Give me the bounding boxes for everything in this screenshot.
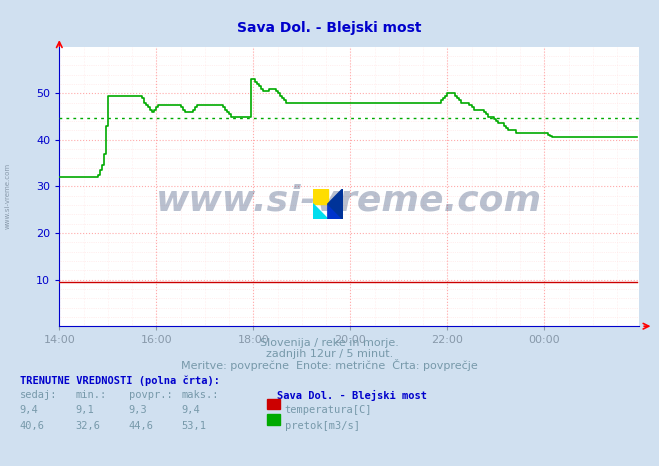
Text: pretok[m3/s]: pretok[m3/s] (285, 421, 360, 431)
Text: www.si-vreme.com: www.si-vreme.com (156, 184, 542, 217)
Text: Sava Dol. - Blejski most: Sava Dol. - Blejski most (237, 21, 422, 35)
Text: 9,1: 9,1 (76, 405, 94, 415)
Text: TRENUTNE VREDNOSTI (polna črta):: TRENUTNE VREDNOSTI (polna črta): (20, 375, 219, 386)
Text: maks.:: maks.: (181, 390, 219, 400)
Text: 9,3: 9,3 (129, 405, 147, 415)
Text: Slovenija / reke in morje.: Slovenija / reke in morje. (260, 338, 399, 348)
Bar (313, 189, 328, 204)
Text: temperatura[C]: temperatura[C] (285, 405, 372, 415)
Text: 9,4: 9,4 (181, 405, 200, 415)
Text: sedaj:: sedaj: (20, 390, 57, 400)
Text: min.:: min.: (76, 390, 107, 400)
Polygon shape (313, 204, 328, 219)
Text: povpr.:: povpr.: (129, 390, 172, 400)
Text: 44,6: 44,6 (129, 421, 154, 431)
Text: zadnjih 12ur / 5 minut.: zadnjih 12ur / 5 minut. (266, 349, 393, 358)
Text: 53,1: 53,1 (181, 421, 206, 431)
Text: Sava Dol. - Blejski most: Sava Dol. - Blejski most (277, 390, 427, 401)
Polygon shape (328, 204, 343, 219)
Text: Meritve: povprečne  Enote: metrične  Črta: povprečje: Meritve: povprečne Enote: metrične Črta:… (181, 359, 478, 371)
Text: 32,6: 32,6 (76, 421, 101, 431)
Text: 40,6: 40,6 (20, 421, 45, 431)
Text: www.si-vreme.com: www.si-vreme.com (5, 163, 11, 229)
Polygon shape (328, 189, 343, 219)
Text: 9,4: 9,4 (20, 405, 38, 415)
